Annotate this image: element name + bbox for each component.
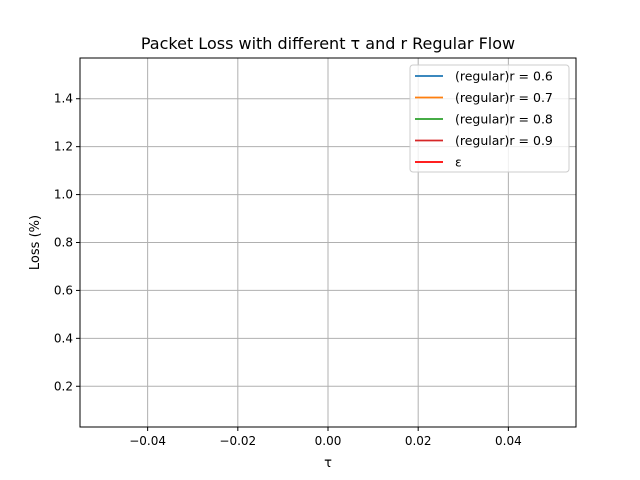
y-tick-label: 0.8 — [54, 236, 73, 250]
x-tick-label: 0.00 — [315, 434, 342, 448]
legend-box — [409, 64, 570, 173]
legend-label: (regular)r = 0.8 — [455, 112, 553, 127]
y-tick-label: 1.0 — [54, 188, 73, 202]
x-tick-label: −0.04 — [129, 434, 166, 448]
x-tick-label: −0.02 — [219, 434, 256, 448]
legend-label: (regular)r = 0.6 — [455, 69, 553, 84]
y-tick-label: 1.4 — [54, 92, 73, 106]
legend-label: (regular)r = 0.9 — [455, 133, 553, 148]
legend-label: (regular)r = 0.7 — [455, 90, 553, 105]
y-tick-label: 0.2 — [54, 379, 73, 393]
y-tick-label: 0.4 — [54, 331, 73, 345]
x-tick-label: 0.04 — [495, 434, 522, 448]
legend-label: ε — [455, 155, 462, 170]
y-axis-ticks: 0.2 0.4 0.6 0.8 1.0 1.2 1.4 — [54, 92, 80, 393]
x-axis-label: τ — [324, 456, 332, 471]
x-axis-ticks: −0.04 −0.02 0.00 0.02 0.04 — [129, 427, 522, 448]
legend: (regular)r = 0.6 (regular)r = 0.7 (regular… — [409, 64, 570, 173]
chart-title: Packet Loss with different τ and r Regul… — [141, 34, 515, 53]
y-tick-label: 0.6 — [54, 283, 73, 297]
x-tick-label: 0.02 — [405, 434, 432, 448]
y-tick-label: 1.2 — [54, 140, 73, 154]
legend-entries: (regular)r = 0.6 (regular)r = 0.7 (regular… — [415, 69, 553, 170]
y-axis-label: Loss (%) — [28, 215, 43, 270]
